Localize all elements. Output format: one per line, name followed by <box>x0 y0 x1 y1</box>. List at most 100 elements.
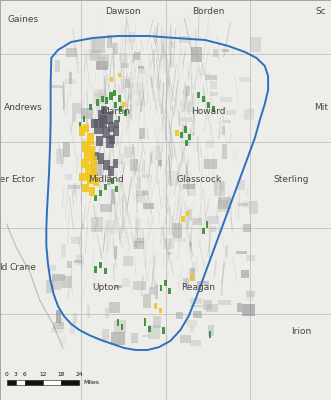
Bar <box>94 89 106 104</box>
Bar <box>237 180 245 190</box>
Text: Upton: Upton <box>92 284 119 292</box>
Bar <box>51 328 63 333</box>
Bar <box>104 268 107 274</box>
Bar <box>182 124 186 133</box>
Bar <box>192 132 196 136</box>
Bar <box>246 190 249 196</box>
Bar <box>137 238 144 243</box>
Text: Andrews: Andrews <box>4 104 43 112</box>
Bar <box>138 66 144 69</box>
Bar <box>206 221 208 228</box>
Bar <box>163 238 174 249</box>
Text: Gaines: Gaines <box>8 16 39 24</box>
Bar <box>132 144 134 154</box>
Bar <box>104 184 107 190</box>
Bar <box>120 181 123 193</box>
Bar <box>173 223 182 238</box>
Bar <box>186 211 189 216</box>
Bar <box>154 28 158 42</box>
Bar <box>162 327 165 334</box>
Bar <box>115 285 122 288</box>
Text: ld: ld <box>0 264 8 272</box>
Bar <box>106 136 114 148</box>
Bar <box>128 94 132 100</box>
Bar <box>98 110 104 120</box>
Bar <box>225 110 236 116</box>
Bar <box>179 184 183 191</box>
Bar <box>89 187 95 196</box>
Text: 18: 18 <box>58 372 65 377</box>
Bar <box>118 116 120 122</box>
Bar <box>120 63 129 68</box>
Bar <box>150 78 155 88</box>
Bar <box>96 99 99 106</box>
Bar <box>222 49 229 52</box>
Bar <box>43 380 61 385</box>
Bar <box>96 61 108 70</box>
Bar <box>104 112 113 124</box>
Bar <box>52 274 65 280</box>
Bar <box>210 226 215 232</box>
Bar <box>81 138 86 146</box>
Bar <box>117 319 119 326</box>
Bar <box>7 380 16 385</box>
Bar <box>63 142 70 157</box>
Bar <box>243 304 255 316</box>
Text: 24: 24 <box>76 372 83 377</box>
Bar <box>46 280 54 294</box>
Bar <box>208 325 214 336</box>
Bar <box>160 285 162 291</box>
Text: Howard: Howard <box>191 108 226 116</box>
Bar <box>128 32 135 44</box>
Bar <box>76 255 84 265</box>
Bar <box>243 201 251 208</box>
Bar <box>90 50 101 61</box>
Bar <box>136 195 146 203</box>
Bar <box>68 185 80 189</box>
Bar <box>143 203 154 209</box>
Bar <box>192 262 195 273</box>
Bar <box>193 218 202 225</box>
Bar <box>99 55 109 67</box>
Bar <box>148 325 160 339</box>
Bar <box>143 294 151 308</box>
Bar <box>112 189 115 204</box>
Bar <box>109 135 115 144</box>
Bar <box>79 122 81 128</box>
Bar <box>135 102 145 106</box>
Bar <box>186 320 197 327</box>
Text: 0: 0 <box>5 372 9 377</box>
Bar <box>124 146 135 158</box>
Bar <box>174 238 186 242</box>
Bar <box>205 75 217 80</box>
Bar <box>56 310 61 322</box>
Bar <box>218 197 231 209</box>
Bar <box>136 159 138 164</box>
Bar <box>66 48 77 58</box>
Text: Irion: Irion <box>291 328 311 336</box>
Bar <box>197 92 200 98</box>
Bar <box>210 82 217 89</box>
Bar <box>176 312 183 320</box>
Bar <box>243 224 251 232</box>
Bar <box>186 215 189 228</box>
Bar <box>184 126 187 133</box>
Bar <box>109 92 113 100</box>
Bar <box>118 73 121 77</box>
Bar <box>209 331 211 338</box>
Bar <box>220 180 223 191</box>
Bar <box>238 203 248 206</box>
Bar <box>149 287 155 294</box>
Bar <box>179 36 191 43</box>
Bar <box>148 326 151 332</box>
Bar <box>131 333 138 343</box>
Bar <box>82 184 89 192</box>
Bar <box>114 320 125 333</box>
Bar <box>92 38 105 52</box>
Bar <box>96 136 103 146</box>
Bar <box>93 152 99 160</box>
Bar <box>222 126 225 135</box>
Bar <box>168 288 171 294</box>
Text: Ector: Ector <box>12 176 35 184</box>
Bar <box>71 114 76 122</box>
